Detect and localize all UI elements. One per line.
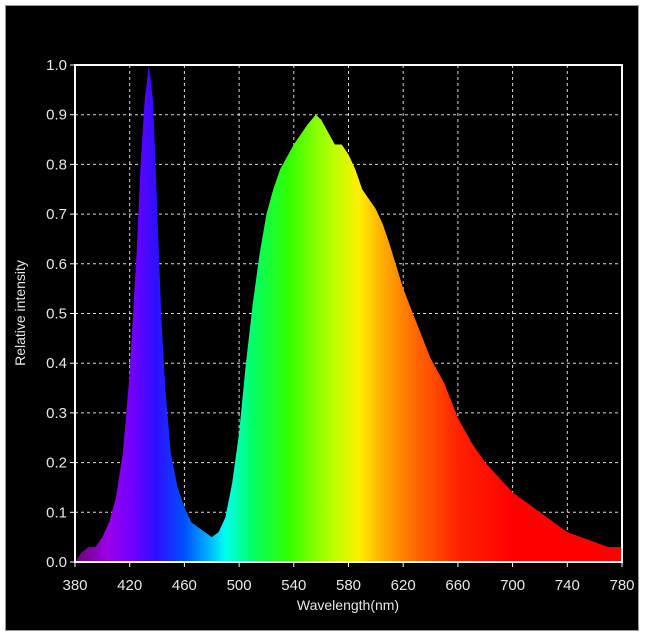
y-tick-label: 0.6 [46, 256, 67, 273]
x-tick-label: 420 [117, 577, 142, 594]
x-axis-label: Wavelength(nm) [297, 597, 399, 613]
y-tick-label: 0.2 [46, 455, 67, 472]
x-tick-label: 620 [391, 577, 416, 594]
x-tick-label: 780 [609, 577, 634, 594]
y-tick-label: 0.7 [46, 206, 67, 223]
y-tick-label: 0.4 [46, 355, 67, 372]
y-tick-labels: 0.0 0.1 0.2 0.3 0.4 0.5 0.6 0.7 0.8 0.9 1.0 [46, 57, 75, 571]
y-tick-label: 0.1 [46, 504, 67, 521]
y-tick-label: 0.8 [46, 156, 67, 173]
x-tick-label: 540 [281, 577, 306, 594]
y-tick-label: 0.9 [46, 107, 67, 124]
y-tick-label: 0.0 [46, 554, 67, 571]
x-tick-label: 660 [445, 577, 470, 594]
x-tick-label: 460 [172, 577, 197, 594]
x-tick-label: 700 [500, 577, 525, 594]
y-tick-label: 0.3 [46, 405, 67, 422]
x-tick-label: 580 [336, 577, 361, 594]
y-tick-label: 1.0 [46, 57, 67, 74]
x-tick-label: 500 [227, 577, 252, 594]
spectrum-area [75, 65, 622, 562]
x-tick-label: 380 [62, 577, 87, 594]
y-tick-label: 0.5 [46, 306, 67, 323]
y-axis-label: Relative intensity [12, 260, 28, 366]
x-tick-label: 740 [555, 577, 580, 594]
x-tick-labels: 380 420 460 500 540 580 620 660 700 740 780 [62, 562, 635, 594]
